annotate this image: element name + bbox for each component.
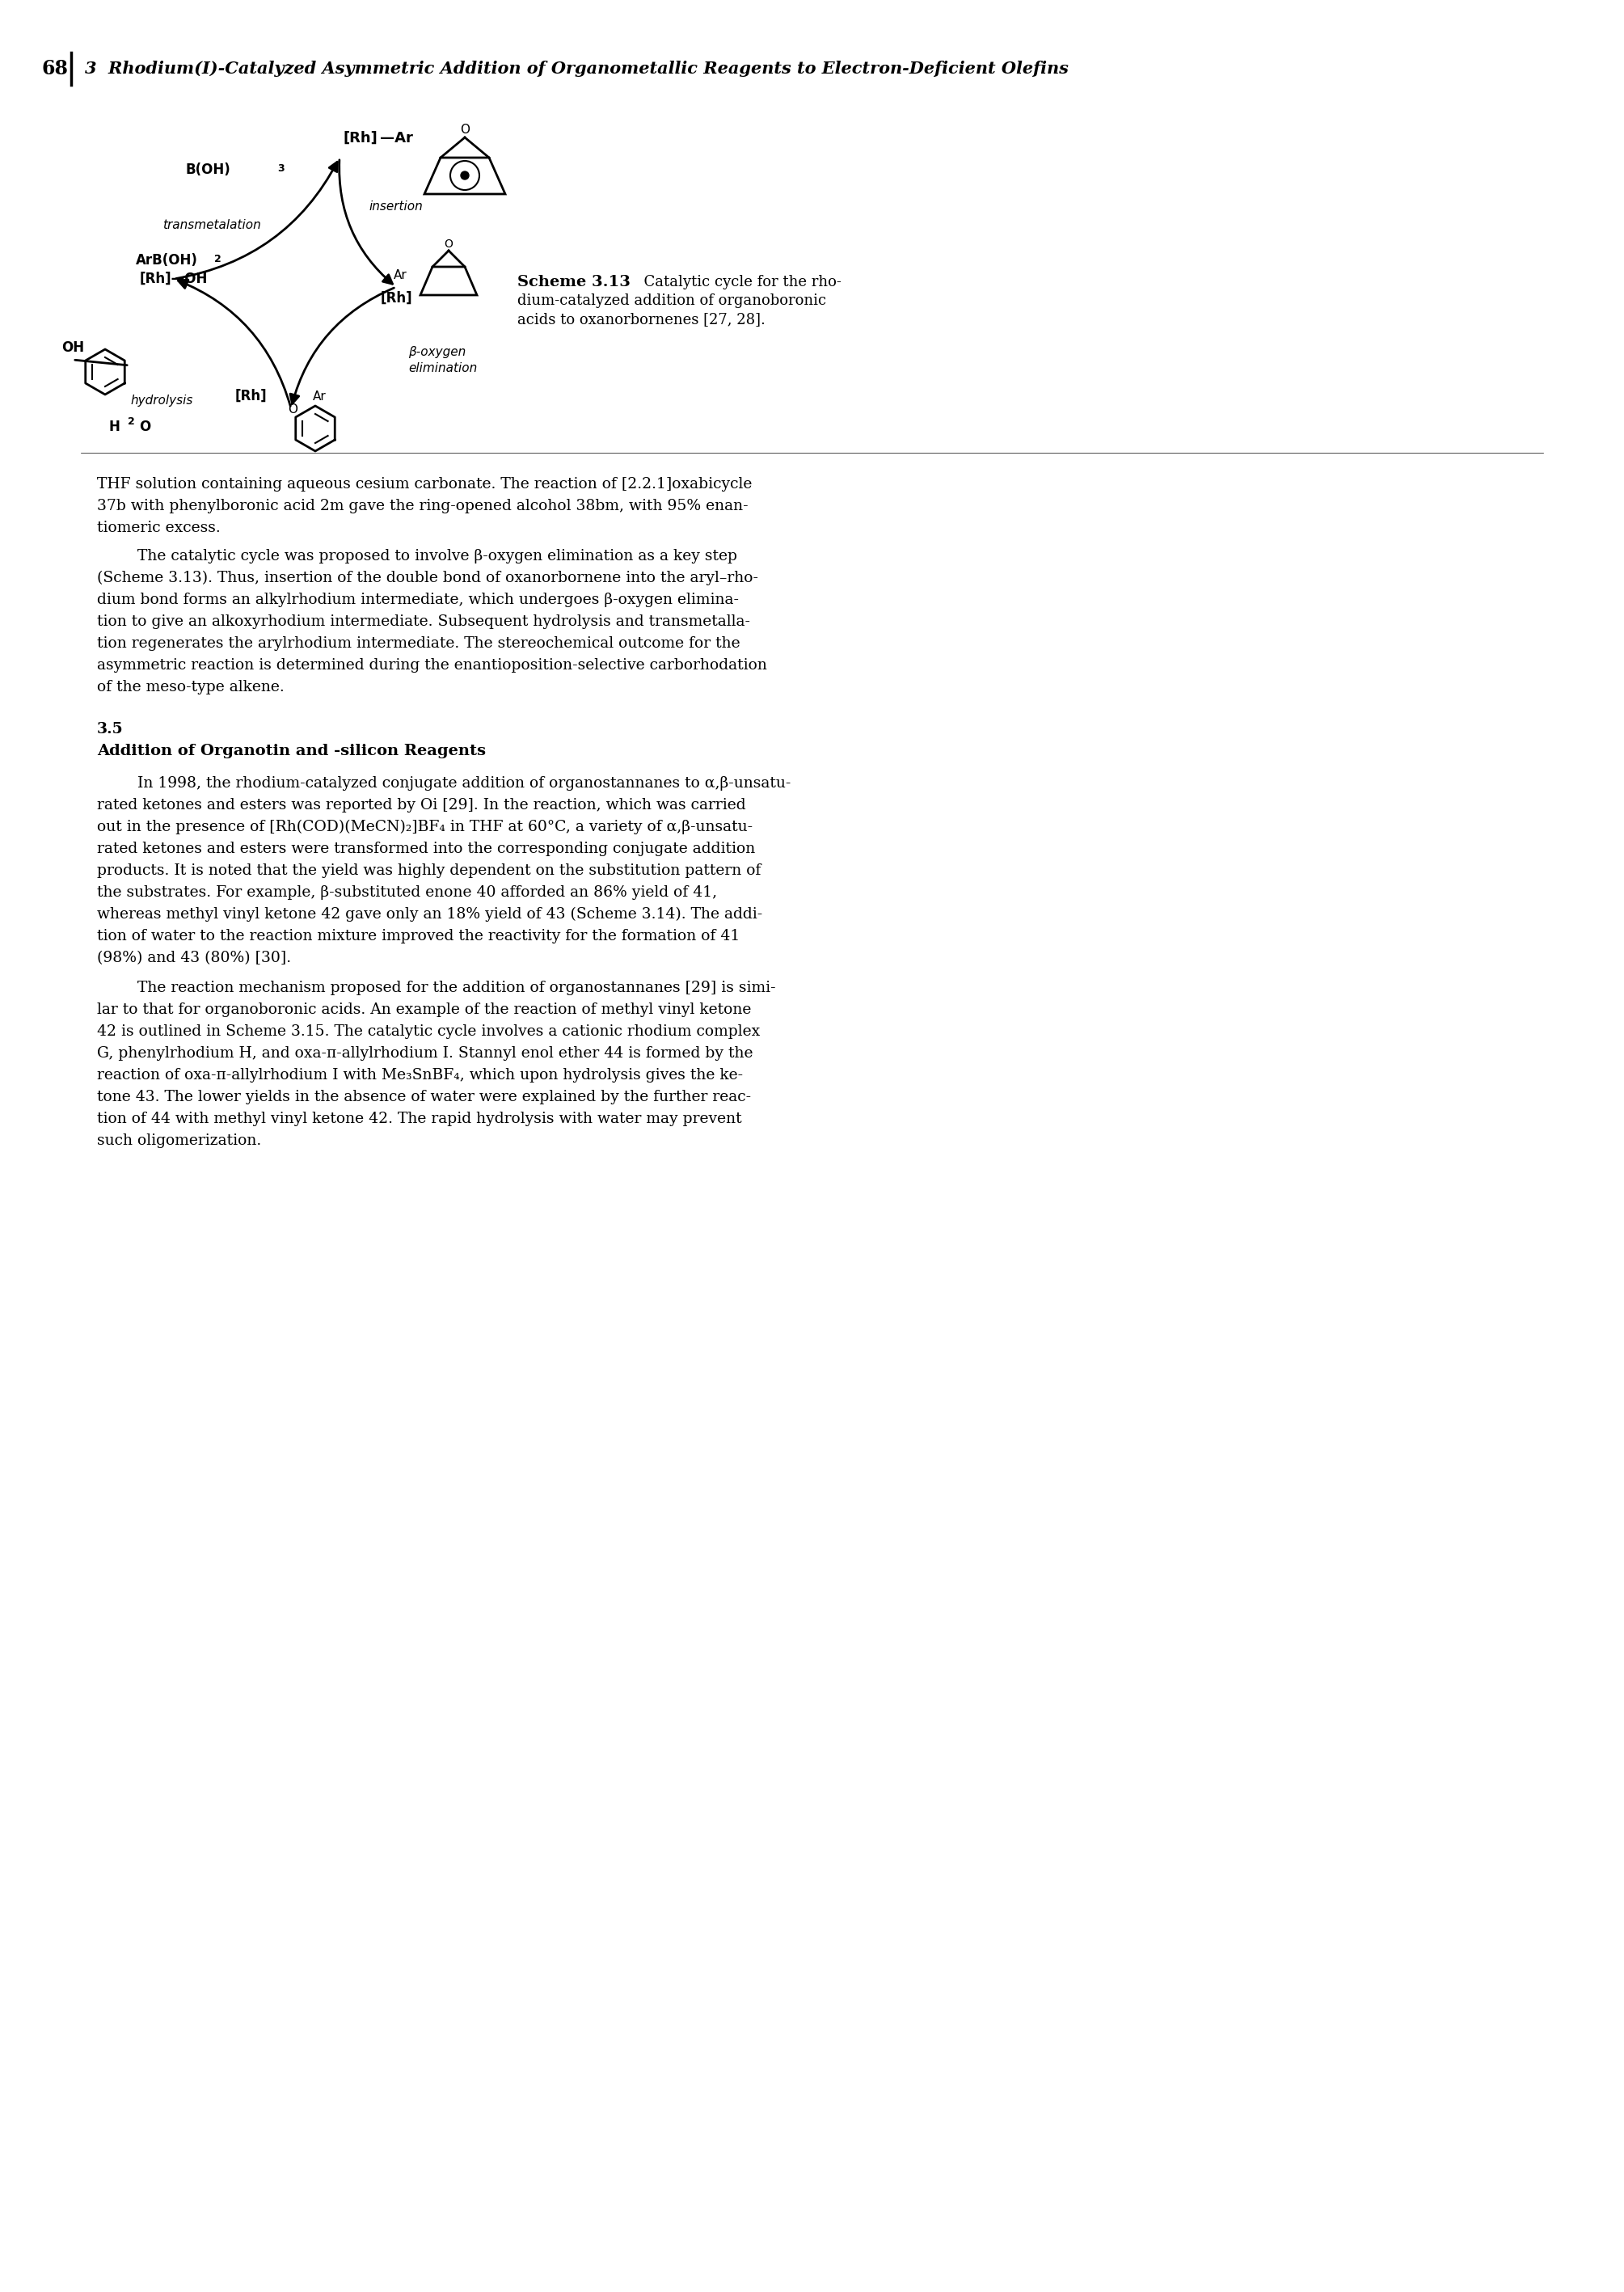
Text: (Scheme 3.13). Thus, insertion of the double bond of oxanorbornene into the aryl: (Scheme 3.13). Thus, insertion of the do… [97, 571, 758, 584]
Text: out in the presence of [Rh(COD)(MeCN)₂]BF₄ in THF at 60°C, a variety of α,β-unsa: out in the presence of [Rh(COD)(MeCN)₂]B… [97, 821, 752, 834]
Text: 2: 2 [128, 417, 135, 426]
Text: such oligomerization.: such oligomerization. [97, 1135, 261, 1148]
Text: lar to that for organoboronic acids. An example of the reaction of methyl vinyl : lar to that for organoboronic acids. An … [97, 1002, 752, 1018]
Text: 3  Rhodium(I)-Catalyzed Asymmetric Addition of Organometallic Reagents to Electr: 3 Rhodium(I)-Catalyzed Asymmetric Additi… [84, 60, 1069, 78]
Text: dium-catalyzed addition of organoboronic: dium-catalyzed addition of organoboronic [518, 293, 827, 307]
Text: hydrolysis: hydrolysis [130, 394, 193, 406]
Text: [Rh]—OH: [Rh]—OH [140, 273, 208, 286]
Text: insertion: insertion [369, 199, 424, 213]
Text: tion of water to the reaction mixture improved the reactivity for the formation : tion of water to the reaction mixture im… [97, 928, 741, 944]
Text: tion of 44 with methyl vinyl ketone 42. The rapid hydrolysis with water may prev: tion of 44 with methyl vinyl ketone 42. … [97, 1112, 742, 1125]
Text: tone 43. The lower yields in the absence of water were explained by the further : tone 43. The lower yields in the absence… [97, 1089, 750, 1105]
Text: (98%) and 43 (80%) [30].: (98%) and 43 (80%) [30]. [97, 951, 291, 965]
Text: G, phenylrhodium H, and oxa-π-allylrhodium I. Stannyl enol ether 44 is formed by: G, phenylrhodium H, and oxa-π-allylrhodi… [97, 1045, 754, 1061]
Text: rated ketones and esters were transformed into the corresponding conjugate addit: rated ketones and esters were transforme… [97, 841, 755, 857]
Text: Ar: Ar [393, 268, 408, 282]
Text: dium bond forms an alkylrhodium intermediate, which undergoes β-oxygen elimina-: dium bond forms an alkylrhodium intermed… [97, 594, 739, 607]
Circle shape [461, 172, 469, 179]
Text: O: O [287, 403, 297, 415]
Text: 3.5: 3.5 [97, 722, 123, 736]
Text: tiomeric excess.: tiomeric excess. [97, 520, 221, 536]
Text: O: O [460, 124, 469, 135]
Text: ArB(OH): ArB(OH) [136, 252, 198, 268]
Text: 37b with phenylboronic acid 2m gave the ring-opened alcohol 38bm, with 95% enan-: 37b with phenylboronic acid 2m gave the … [97, 500, 749, 513]
Text: transmetalation: transmetalation [162, 218, 261, 231]
Text: β-oxygen: β-oxygen [408, 346, 466, 358]
Text: —Ar: —Ar [380, 131, 412, 144]
Text: Scheme 3.13: Scheme 3.13 [518, 275, 630, 289]
Text: of the meso-type alkene.: of the meso-type alkene. [97, 681, 284, 694]
Text: [Rh]: [Rh] [380, 291, 412, 305]
Text: tion regenerates the arylrhodium intermediate. The stereochemical outcome for th: tion regenerates the arylrhodium interme… [97, 637, 741, 651]
Text: O: O [445, 238, 453, 250]
Text: reaction of oxa-π-allylrhodium I with Me₃SnBF₄, which upon hydrolysis gives the : reaction of oxa-π-allylrhodium I with Me… [97, 1068, 744, 1082]
Text: O: O [140, 419, 151, 433]
Text: asymmetric reaction is determined during the enantioposition-selective carborhod: asymmetric reaction is determined during… [97, 658, 767, 672]
Text: H: H [109, 419, 120, 433]
Text: The catalytic cycle was proposed to involve β-oxygen elimination as a key step: The catalytic cycle was proposed to invo… [138, 550, 737, 564]
Text: 68: 68 [42, 60, 68, 78]
Text: Addition of Organotin and -silicon Reagents: Addition of Organotin and -silicon Reage… [97, 745, 486, 759]
Text: elimination: elimination [408, 362, 477, 374]
Text: Ar: Ar [312, 390, 326, 401]
Text: tion to give an alkoxyrhodium intermediate. Subsequent hydrolysis and transmetal: tion to give an alkoxyrhodium intermedia… [97, 614, 750, 628]
Text: 2: 2 [214, 254, 221, 264]
Text: [Rh]: [Rh] [344, 131, 378, 144]
Text: 3: 3 [278, 163, 284, 174]
Text: 42 is outlined in Scheme 3.15. The catalytic cycle involves a cationic rhodium c: 42 is outlined in Scheme 3.15. The catal… [97, 1025, 760, 1038]
Text: rated ketones and esters was reported by Oi [29]. In the reaction, which was car: rated ketones and esters was reported by… [97, 798, 745, 811]
Text: OH: OH [62, 342, 84, 355]
Text: Catalytic cycle for the rho-: Catalytic cycle for the rho- [635, 275, 841, 289]
Text: [Rh]: [Rh] [235, 390, 266, 403]
Text: B(OH): B(OH) [185, 163, 231, 176]
Text: THF solution containing aqueous cesium carbonate. The reaction of [2.2.1]oxabicy: THF solution containing aqueous cesium c… [97, 477, 752, 490]
Text: acids to oxanorbornenes [27, 28].: acids to oxanorbornenes [27, 28]. [518, 312, 765, 328]
Text: products. It is noted that the yield was highly dependent on the substitution pa: products. It is noted that the yield was… [97, 864, 762, 878]
Text: whereas methyl vinyl ketone 42 gave only an 18% yield of 43 (Scheme 3.14). The a: whereas methyl vinyl ketone 42 gave only… [97, 908, 763, 921]
Text: The reaction mechanism proposed for the addition of organostannanes [29] is simi: The reaction mechanism proposed for the … [138, 981, 776, 995]
Text: the substrates. For example, β-substituted enone 40 afforded an 86% yield of 41,: the substrates. For example, β-substitut… [97, 885, 718, 901]
Text: In 1998, the rhodium-catalyzed conjugate addition of organostannanes to α,β-unsa: In 1998, the rhodium-catalyzed conjugate… [138, 777, 791, 791]
